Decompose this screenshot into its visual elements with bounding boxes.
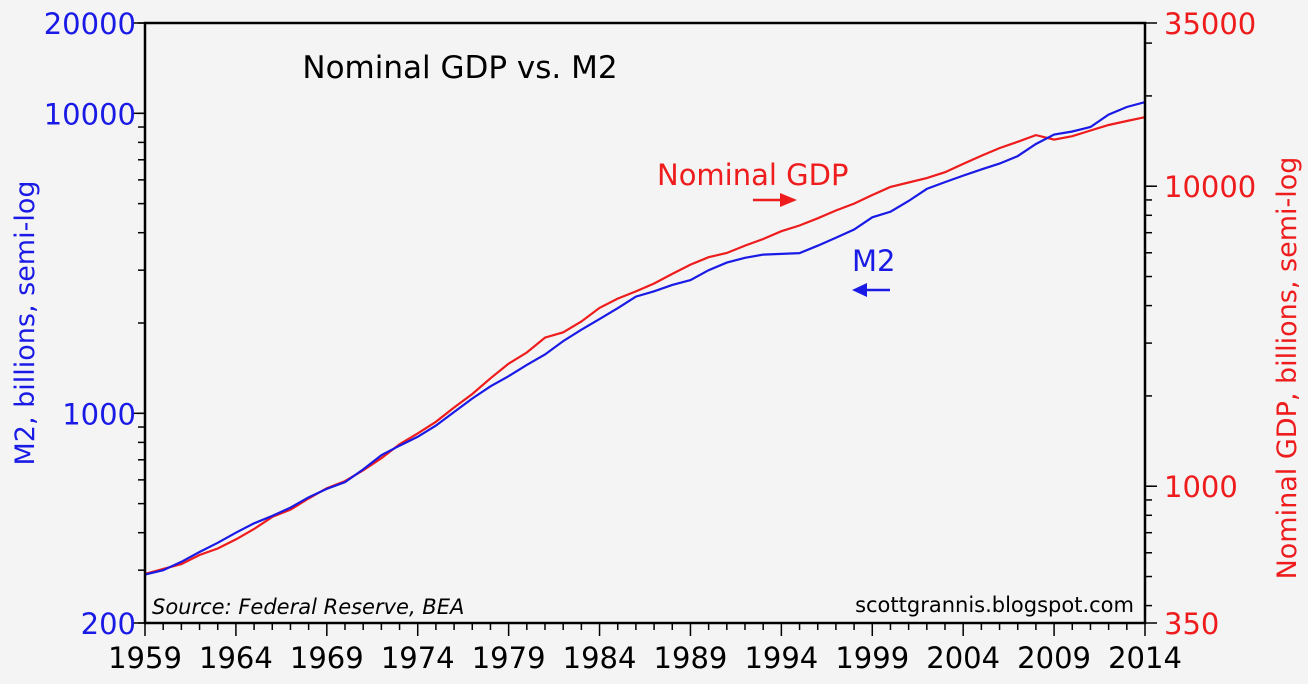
left-y-tick-label: 1000 — [62, 397, 136, 431]
left-y-tick-label: 20000 — [44, 7, 136, 41]
arrow-left-icon — [852, 283, 890, 297]
x-tick-label: 1959 — [108, 641, 182, 675]
right-y-tick-label: 10000 — [1164, 170, 1256, 204]
right-y-tick-label: 350 — [1164, 607, 1219, 641]
x-tick-label: 1969 — [290, 641, 364, 675]
x-tick-label: 1964 — [199, 641, 273, 675]
arrow-right-icon — [753, 193, 797, 207]
series-line-m2 — [144, 101, 1146, 576]
right-y-tick-label: 1000 — [1164, 470, 1238, 504]
right-y-tick-label: 35000 — [1164, 7, 1256, 41]
source-note: Source: Federal Reserve, BEA — [152, 595, 464, 619]
credit-note: scottgrannis.blogspot.com — [855, 593, 1134, 617]
x-tick-label: 2009 — [1017, 641, 1091, 675]
x-tick-label: 1989 — [654, 641, 728, 675]
annotation-m2: M2 — [852, 244, 895, 278]
x-tick-label: 1974 — [381, 641, 455, 675]
chart-title: Nominal GDP vs. M2 — [302, 50, 617, 86]
plot-frame — [143, 21, 1147, 625]
left-y-tick-label: 200 — [81, 607, 136, 641]
x-tick-label: 1994 — [744, 641, 818, 675]
x-tick-label: 1979 — [472, 641, 546, 675]
x-tick-label: 1999 — [835, 641, 909, 675]
left-y-tick-label: 10000 — [44, 97, 136, 131]
y-right-label: Nominal GDP, billions, semi-log — [1272, 157, 1303, 580]
x-tick-label: 2014 — [1108, 641, 1182, 675]
x-tick-label: 2004 — [926, 641, 1000, 675]
annotation-gdp: Nominal GDP — [657, 158, 848, 192]
x-tick-label: 1984 — [563, 641, 637, 675]
y-left-label: M2, billions, semi-log — [10, 180, 41, 465]
